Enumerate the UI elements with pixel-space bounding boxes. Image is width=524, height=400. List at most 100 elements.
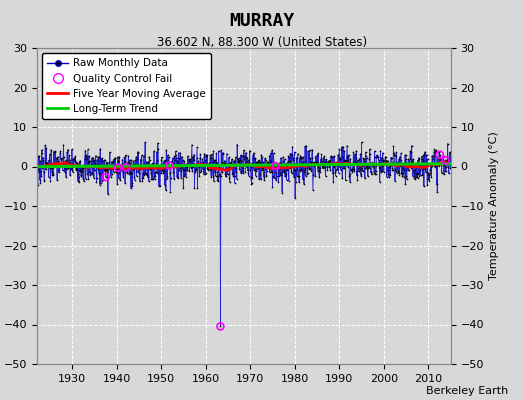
Point xyxy=(389,158,397,165)
Point xyxy=(254,163,262,169)
Point xyxy=(312,158,321,165)
Point xyxy=(104,164,113,170)
Point xyxy=(178,166,187,173)
Point xyxy=(363,166,372,172)
Point xyxy=(450,158,458,165)
Point xyxy=(81,147,90,154)
Point xyxy=(293,150,302,157)
Point xyxy=(357,139,366,146)
Point xyxy=(230,173,238,179)
Point xyxy=(291,166,300,173)
Point xyxy=(249,150,258,156)
Point xyxy=(195,164,203,170)
Point xyxy=(426,167,434,173)
Point xyxy=(32,166,40,172)
Point xyxy=(223,150,231,157)
Point xyxy=(146,166,154,172)
Point xyxy=(247,180,256,186)
Point xyxy=(214,178,222,184)
Point xyxy=(374,154,383,160)
Point xyxy=(139,152,148,159)
Point xyxy=(46,165,54,171)
Point xyxy=(153,170,161,176)
Point xyxy=(346,179,354,185)
Point xyxy=(152,156,161,163)
Point xyxy=(59,167,67,174)
Point xyxy=(37,168,45,174)
Point xyxy=(269,173,277,180)
Point xyxy=(263,159,271,166)
Point xyxy=(35,169,43,175)
Point xyxy=(408,158,416,164)
Point xyxy=(323,164,331,170)
Point xyxy=(433,163,441,169)
Point xyxy=(215,164,223,170)
Point xyxy=(100,161,108,168)
Point xyxy=(147,175,156,182)
Point xyxy=(269,150,278,156)
Point xyxy=(304,148,312,154)
Point xyxy=(58,161,66,168)
Point xyxy=(285,178,293,184)
Point xyxy=(296,152,304,159)
Point xyxy=(403,167,412,173)
Point xyxy=(444,158,453,164)
Point xyxy=(378,168,387,174)
Point xyxy=(402,176,411,182)
Point xyxy=(87,161,95,168)
Point xyxy=(256,158,264,165)
Point xyxy=(282,161,290,167)
Point xyxy=(432,147,440,154)
Point xyxy=(118,156,127,163)
Point xyxy=(24,167,32,174)
Point xyxy=(68,167,76,173)
Point xyxy=(358,165,366,172)
Point xyxy=(447,151,456,158)
Point xyxy=(338,175,346,182)
Point xyxy=(144,164,152,171)
Point xyxy=(348,164,357,170)
Point xyxy=(148,176,156,182)
Point xyxy=(283,160,291,166)
Point xyxy=(182,167,191,173)
Point xyxy=(190,185,199,191)
Point xyxy=(140,172,148,178)
Point xyxy=(250,154,259,161)
Point xyxy=(113,181,122,188)
Point xyxy=(121,180,129,186)
Point xyxy=(135,166,144,172)
Point xyxy=(359,155,367,162)
Point xyxy=(345,152,353,158)
Point xyxy=(59,142,68,148)
Point xyxy=(177,162,185,168)
Point xyxy=(352,159,360,165)
Point xyxy=(326,166,334,173)
Point xyxy=(378,163,386,169)
Point xyxy=(361,164,369,171)
Point xyxy=(100,167,108,173)
Point xyxy=(370,169,378,176)
Point xyxy=(110,169,118,175)
Point xyxy=(350,158,358,165)
Point xyxy=(257,176,265,182)
Point xyxy=(236,157,244,163)
Point xyxy=(74,178,82,184)
Point xyxy=(387,155,396,161)
Point xyxy=(47,162,55,169)
Point xyxy=(28,165,37,172)
Point xyxy=(311,154,320,160)
Point xyxy=(366,146,374,152)
Point xyxy=(231,180,239,186)
Point xyxy=(122,164,130,171)
Point xyxy=(409,170,418,176)
Point xyxy=(219,166,227,173)
Point xyxy=(346,161,355,168)
Point xyxy=(77,166,85,173)
Point xyxy=(150,173,159,179)
Point xyxy=(223,171,232,178)
Point xyxy=(322,156,330,163)
Point xyxy=(382,162,390,168)
Point xyxy=(151,173,160,180)
Point xyxy=(446,162,455,168)
Point xyxy=(271,170,280,176)
